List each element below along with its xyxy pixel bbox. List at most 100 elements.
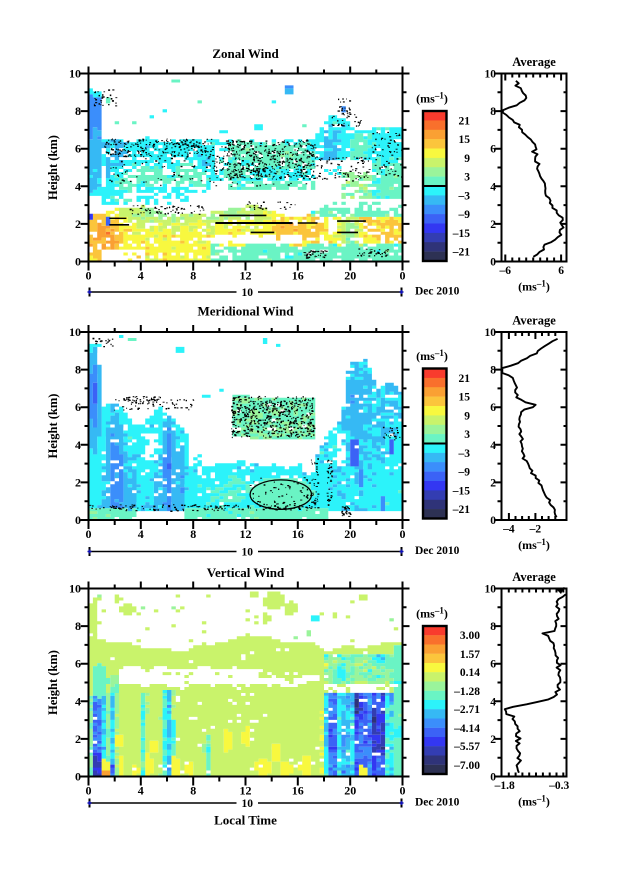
svg-text:2: 2 <box>75 217 81 231</box>
svg-text:(ms–1): (ms–1) <box>518 794 550 809</box>
svg-text:6: 6 <box>558 265 564 277</box>
svg-text:–2: –2 <box>529 524 542 536</box>
svg-text:0: 0 <box>75 255 81 269</box>
svg-text:–9: –9 <box>458 209 471 221</box>
svg-text:8: 8 <box>75 363 81 377</box>
svg-text:16: 16 <box>292 784 304 798</box>
svg-text:–5.57: –5.57 <box>453 741 480 753</box>
svg-text:–0.3: –0.3 <box>548 780 569 792</box>
svg-text:4: 4 <box>75 694 81 708</box>
svg-text:15: 15 <box>459 134 471 146</box>
svg-text:(ms–1): (ms–1) <box>416 606 448 621</box>
svg-text:8: 8 <box>190 527 196 541</box>
svg-text:Dec 2010: Dec 2010 <box>415 797 460 809</box>
svg-text:Average: Average <box>512 314 556 328</box>
svg-text:12: 12 <box>240 784 252 798</box>
svg-text:1.57: 1.57 <box>460 649 480 661</box>
svg-text:10: 10 <box>69 325 81 339</box>
svg-text:20: 20 <box>344 784 356 798</box>
svg-text:Height (km): Height (km) <box>46 394 60 459</box>
svg-text:2: 2 <box>75 475 81 489</box>
svg-text:Dec 2010: Dec 2010 <box>415 286 460 298</box>
svg-text:8: 8 <box>490 365 496 377</box>
svg-text:15: 15 <box>459 392 471 404</box>
svg-text:6: 6 <box>490 144 496 156</box>
svg-text:–3: –3 <box>458 448 471 460</box>
svg-text:8: 8 <box>490 106 496 118</box>
svg-text:0: 0 <box>75 513 81 527</box>
svg-text:6: 6 <box>75 657 81 671</box>
svg-text:–4.14: –4.14 <box>453 723 480 735</box>
svg-text:(ms–1): (ms–1) <box>416 91 448 106</box>
svg-text:10: 10 <box>485 584 497 596</box>
svg-text:6: 6 <box>75 142 81 156</box>
svg-text:Dec 2010: Dec 2010 <box>415 545 460 557</box>
svg-text:Zonal Wind: Zonal Wind <box>212 46 279 61</box>
svg-text:0.14: 0.14 <box>460 667 480 679</box>
svg-text:–7.00: –7.00 <box>453 760 480 772</box>
svg-text:Average: Average <box>512 570 556 584</box>
svg-text:0: 0 <box>86 269 92 283</box>
svg-text:6: 6 <box>490 402 496 414</box>
svg-text:–9: –9 <box>458 467 471 479</box>
svg-text:10: 10 <box>241 798 253 810</box>
svg-text:12: 12 <box>240 527 252 541</box>
svg-text:0: 0 <box>400 269 406 283</box>
svg-text:21: 21 <box>459 115 471 127</box>
svg-text:8: 8 <box>75 104 81 118</box>
svg-text:(ms–1): (ms–1) <box>518 537 550 552</box>
svg-text:4: 4 <box>75 438 81 452</box>
svg-text:8: 8 <box>75 619 81 633</box>
svg-text:20: 20 <box>344 527 356 541</box>
svg-text:12: 12 <box>240 269 252 283</box>
svg-text:Height (km): Height (km) <box>46 650 60 715</box>
svg-text:2: 2 <box>490 477 496 489</box>
svg-text:Meridional Wind: Meridional Wind <box>198 304 295 319</box>
svg-text:4: 4 <box>75 179 81 193</box>
svg-text:–21: –21 <box>452 247 471 259</box>
svg-text:0: 0 <box>75 770 81 784</box>
svg-text:–1.28: –1.28 <box>453 686 480 698</box>
svg-text:4: 4 <box>138 784 144 798</box>
svg-text:–3: –3 <box>458 190 471 202</box>
svg-text:8: 8 <box>190 269 196 283</box>
svg-text:6: 6 <box>490 659 496 671</box>
svg-text:(ms–1): (ms–1) <box>416 348 448 363</box>
svg-text:Height (km): Height (km) <box>46 135 60 200</box>
svg-text:9: 9 <box>464 410 470 422</box>
svg-text:–15: –15 <box>452 485 471 497</box>
svg-text:0: 0 <box>86 784 92 798</box>
svg-text:4: 4 <box>490 181 496 193</box>
svg-text:2: 2 <box>75 732 81 746</box>
svg-text:2: 2 <box>490 734 496 746</box>
svg-text:20: 20 <box>344 269 356 283</box>
svg-text:0: 0 <box>490 772 496 784</box>
svg-text:16: 16 <box>292 269 304 283</box>
svg-text:4: 4 <box>138 269 144 283</box>
svg-text:10: 10 <box>241 547 253 559</box>
svg-text:16: 16 <box>292 527 304 541</box>
svg-text:0: 0 <box>400 527 406 541</box>
svg-text:2: 2 <box>490 219 496 231</box>
svg-text:10: 10 <box>69 67 81 81</box>
svg-text:10: 10 <box>485 327 497 339</box>
svg-text:8: 8 <box>490 621 496 633</box>
svg-text:0: 0 <box>490 257 496 269</box>
svg-text:–6: –6 <box>499 265 512 277</box>
svg-text:–4: –4 <box>502 524 515 536</box>
svg-text:–1.8: –1.8 <box>494 780 515 792</box>
svg-text:10: 10 <box>69 582 81 596</box>
svg-text:0: 0 <box>400 784 406 798</box>
svg-text:3: 3 <box>464 429 470 441</box>
svg-text:Local Time: Local Time <box>214 813 277 828</box>
svg-text:4: 4 <box>490 696 496 708</box>
svg-text:6: 6 <box>75 400 81 414</box>
svg-text:3.00: 3.00 <box>460 630 480 642</box>
svg-text:4: 4 <box>138 527 144 541</box>
svg-text:10: 10 <box>241 287 253 299</box>
svg-text:0: 0 <box>86 527 92 541</box>
svg-text:9: 9 <box>464 153 470 165</box>
svg-text:8: 8 <box>190 784 196 798</box>
svg-text:3: 3 <box>464 172 470 184</box>
svg-text:4: 4 <box>490 440 496 452</box>
